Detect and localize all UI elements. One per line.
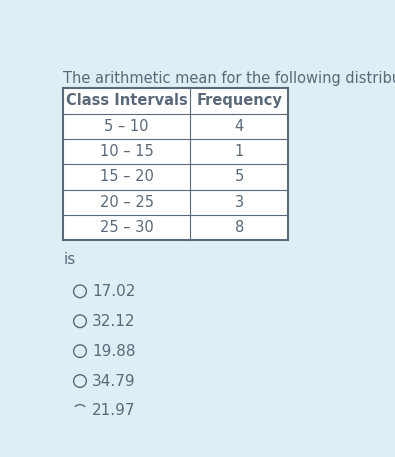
Text: 32.12: 32.12 [92,314,136,329]
Text: Frequency: Frequency [196,93,282,108]
Text: 5: 5 [235,170,244,185]
Text: 20 – 25: 20 – 25 [100,195,154,210]
Text: is: is [63,252,75,267]
Text: 25 – 30: 25 – 30 [100,220,154,235]
Text: The arithmetic mean for the following distribution: The arithmetic mean for the following di… [63,71,395,85]
Text: 3: 3 [235,195,244,210]
Text: 10 – 15: 10 – 15 [100,144,154,159]
Text: 19.88: 19.88 [92,344,136,359]
Text: 1: 1 [235,144,244,159]
Text: 5 – 10: 5 – 10 [104,119,149,134]
Text: 4: 4 [235,119,244,134]
Bar [63,88,288,240]
Text: 8: 8 [235,220,244,235]
Text: 34.79: 34.79 [92,373,136,388]
Text: 17.02: 17.02 [92,284,135,299]
Text: Class Intervals: Class Intervals [66,93,188,108]
Text: 21.97: 21.97 [92,404,136,419]
Text: 15 – 20: 15 – 20 [100,170,154,185]
